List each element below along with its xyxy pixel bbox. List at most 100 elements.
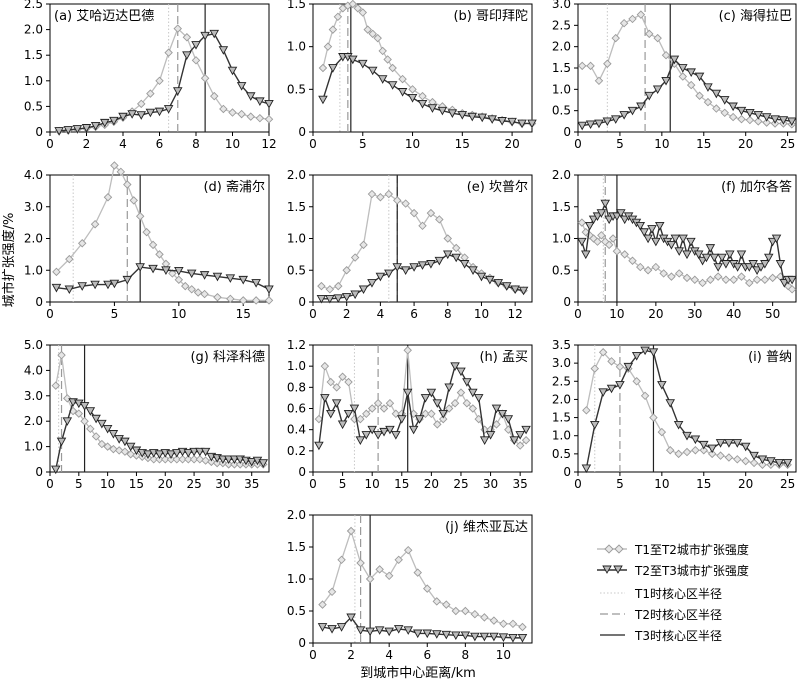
series2-point [400,266,411,275]
series2-point [678,234,688,244]
series1-point [68,406,78,416]
x-tick-label: 25 [780,477,795,491]
series2-point [264,285,274,295]
x-tick-label: 4 [119,137,127,151]
series2-point [581,250,591,260]
series2-point [666,240,677,250]
y-tick-label: 0.5 [552,104,571,118]
y-tick-label: 1.0 [287,232,306,246]
y-tick-label: 1.5 [552,200,571,214]
legend-label-r1: T1时核心区半径 [634,587,722,601]
series1-point [628,256,637,265]
series2-point [639,228,649,237]
series2-point [255,97,265,107]
series2-point [199,271,210,280]
y-tick-label: 0 [563,465,571,479]
x-tick-label: 8 [462,648,470,662]
series1-point [653,33,662,43]
series1-point [729,275,738,285]
series1-point [423,584,432,593]
y-tick-label: 0.5 [287,604,306,618]
x-tick-label: 10 [225,137,240,151]
series2-point [631,352,642,361]
y-tick-label: 0 [298,125,306,139]
series2-point [635,221,646,231]
series1-point [577,61,587,71]
series1-point [427,409,436,419]
series1-point [468,404,478,413]
series2-point [713,263,723,272]
x-tick-label: 35 [244,477,259,491]
series1-point [768,273,777,283]
series2-point [120,437,130,447]
panel-title: (b) 哥印拜陀 [453,8,528,24]
x-tick-label: 6 [156,137,164,151]
series2-point [585,120,596,130]
series2-point [91,414,101,424]
series1-point [640,391,650,401]
series2-point [602,117,613,127]
series2-point [85,407,96,416]
series2-point [651,237,661,247]
series2-point [447,109,458,118]
series1-point [80,416,89,426]
x-tick-label: 5 [359,137,367,151]
series1-point [632,377,641,386]
series2-point [487,115,497,124]
series1-point [123,180,132,189]
x-tick-label: 12 [261,137,276,151]
series2-point [384,627,394,637]
series1-point [741,456,750,466]
y-tick-label: 0 [298,465,306,479]
series2-point [787,117,797,127]
series2-point [358,59,368,69]
series1-point [318,600,327,609]
series-line-2 [322,616,523,639]
series2-point [426,388,437,398]
series2-point [509,436,520,445]
series1-point [325,285,335,294]
series2-point [186,269,197,279]
series1-point [667,272,676,281]
series1-point [359,240,368,250]
y-tick-label: 1.0 [24,74,43,88]
series2-point [337,420,348,430]
series1-point [90,219,100,229]
series2-point [375,272,386,282]
x-tick-label: 4 [377,307,385,321]
x-tick-label: 0 [574,307,582,321]
series2-point [479,632,490,642]
series2-point [317,623,328,632]
series2-point [343,409,354,419]
x-tick-label: 20 [648,307,663,321]
series2-point [648,348,659,357]
series2-point [118,112,128,122]
series1-point [724,453,734,462]
series2-point [604,215,614,225]
series1-point [636,262,645,272]
series1-point [350,253,360,262]
series2-point [264,99,274,109]
y-axis-label: 城市扩张强度/% [1,213,17,308]
panel-1: 0 5 10 15 20 0 0.5 1.0 1.5 (b) 哥印拜陀 [287,0,537,151]
series1-point [418,221,427,231]
series1-point [518,622,527,632]
series2-point [200,447,211,457]
y-tick-label: 0.6 [287,402,306,416]
series2-point [403,626,413,635]
x-tick-label: 5 [616,137,624,151]
series2-point [373,431,383,440]
series2-point [510,285,520,295]
series2-point [444,383,454,393]
series1-point [398,74,407,84]
series2-point [62,417,73,426]
series1-point [691,445,700,455]
panel-title: (f) 加尔各答 [721,179,792,195]
x-tick-label: 6 [423,648,431,662]
series1-point [318,63,328,73]
plot-frame [312,3,533,133]
series1-point [450,398,460,408]
legend-item-r1: T1时核心区半径 [600,587,722,601]
series2-point [468,266,478,275]
series2-point [63,126,74,135]
